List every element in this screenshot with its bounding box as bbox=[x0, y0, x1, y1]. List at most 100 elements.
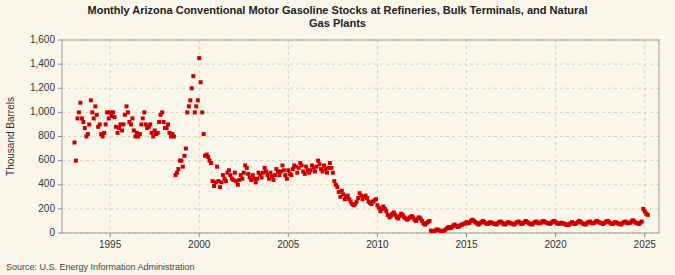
point bbox=[218, 185, 222, 189]
source-note: Source: U.S. Energy Information Administ… bbox=[6, 262, 195, 272]
point bbox=[121, 122, 125, 126]
point bbox=[76, 116, 80, 120]
point bbox=[285, 177, 289, 181]
y-tick-label: 1,400 bbox=[30, 58, 55, 69]
point bbox=[125, 104, 129, 108]
point bbox=[102, 131, 106, 135]
point bbox=[221, 173, 225, 177]
point bbox=[187, 104, 191, 108]
point bbox=[165, 126, 169, 130]
y-tick bbox=[58, 184, 62, 185]
point bbox=[286, 168, 290, 172]
point bbox=[196, 98, 200, 102]
y-tick bbox=[58, 208, 62, 209]
y-tick-label: 1,200 bbox=[30, 82, 55, 93]
y-tick-label: 200 bbox=[38, 203, 55, 214]
chart-svg: 02004006008001,0001,2001,4001,6001995200… bbox=[0, 0, 675, 275]
point bbox=[224, 179, 228, 183]
point bbox=[303, 172, 307, 176]
point bbox=[184, 147, 188, 151]
point bbox=[304, 165, 308, 169]
point bbox=[273, 173, 277, 177]
x-tick-label: 2005 bbox=[277, 239, 300, 250]
point bbox=[179, 159, 183, 163]
x-tick bbox=[110, 233, 111, 237]
point bbox=[199, 80, 203, 84]
point bbox=[209, 161, 213, 165]
point bbox=[384, 209, 388, 213]
x-tick bbox=[466, 233, 467, 237]
y-tick-label: 600 bbox=[38, 154, 55, 165]
x-tick-label: 1995 bbox=[99, 239, 122, 250]
y-tick bbox=[58, 112, 62, 113]
x-tick bbox=[644, 233, 645, 237]
point bbox=[242, 171, 246, 175]
y-tick-label: 400 bbox=[38, 178, 55, 189]
point bbox=[83, 126, 87, 130]
point bbox=[277, 173, 281, 177]
point bbox=[365, 196, 369, 200]
point bbox=[427, 219, 431, 223]
point bbox=[148, 122, 152, 126]
point bbox=[86, 132, 90, 136]
y-grid-line bbox=[62, 160, 659, 161]
point bbox=[355, 200, 359, 204]
y-grid-line bbox=[62, 112, 659, 113]
y-grid-line bbox=[62, 88, 659, 89]
title-line: Gas Plants bbox=[309, 17, 366, 29]
point bbox=[142, 110, 146, 114]
point bbox=[81, 120, 85, 124]
point bbox=[283, 173, 287, 177]
point bbox=[172, 135, 176, 139]
point bbox=[193, 110, 197, 114]
point bbox=[87, 122, 91, 126]
point bbox=[313, 169, 317, 173]
y-tick bbox=[58, 136, 62, 137]
point bbox=[141, 116, 145, 120]
x-grid-line bbox=[555, 40, 556, 233]
title-line: Monthly Arizona Conventional Motor Gasol… bbox=[88, 4, 588, 16]
point bbox=[194, 104, 198, 108]
point bbox=[332, 179, 336, 183]
x-grid-line bbox=[199, 40, 200, 233]
point bbox=[113, 115, 117, 119]
point bbox=[191, 74, 195, 78]
y-tick-label: 1,000 bbox=[30, 106, 55, 117]
point bbox=[116, 131, 120, 135]
point bbox=[111, 110, 115, 114]
point bbox=[182, 154, 186, 158]
x-tick-label: 2000 bbox=[188, 239, 211, 250]
point bbox=[90, 110, 94, 114]
point bbox=[212, 184, 216, 188]
point bbox=[331, 171, 335, 175]
point bbox=[245, 166, 249, 170]
point bbox=[272, 178, 276, 182]
point bbox=[93, 104, 97, 108]
y-tick-label: 0 bbox=[49, 227, 55, 238]
point bbox=[176, 167, 180, 171]
point bbox=[101, 135, 105, 139]
x-grid-line bbox=[466, 40, 467, 233]
y-tick bbox=[58, 64, 62, 65]
point bbox=[646, 213, 650, 217]
grid bbox=[62, 40, 659, 233]
point bbox=[95, 113, 99, 117]
point bbox=[251, 173, 255, 177]
point bbox=[200, 110, 204, 114]
point bbox=[160, 110, 164, 114]
point bbox=[640, 220, 644, 224]
point bbox=[166, 122, 170, 126]
point bbox=[92, 116, 96, 120]
point bbox=[162, 120, 166, 124]
point bbox=[318, 162, 322, 166]
x-tick bbox=[288, 233, 289, 237]
point bbox=[157, 120, 161, 124]
y-tick bbox=[58, 40, 62, 41]
point bbox=[322, 163, 326, 167]
point bbox=[72, 141, 76, 145]
point bbox=[188, 98, 192, 102]
point bbox=[120, 128, 124, 132]
y-grid-line bbox=[62, 64, 659, 65]
point bbox=[89, 98, 93, 102]
point bbox=[175, 171, 179, 175]
